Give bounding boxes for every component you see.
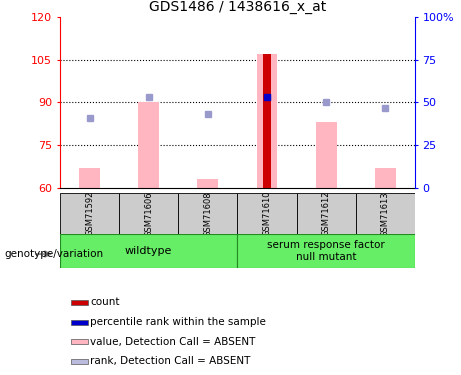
Bar [178,193,237,234]
Text: value, Detection Call = ABSENT: value, Detection Call = ABSENT [90,337,256,347]
Bar [138,102,159,188]
Bar [71,359,88,364]
Bar [79,168,100,188]
Bar [197,179,218,188]
Bar [263,54,271,188]
Text: wildtype: wildtype [125,246,172,256]
Bar [296,193,356,234]
Bar [60,193,119,234]
Text: GSM71606: GSM71606 [144,191,153,237]
Title: GDS1486 / 1438616_x_at: GDS1486 / 1438616_x_at [149,0,326,15]
Bar [71,300,88,305]
Text: GSM71608: GSM71608 [203,191,213,237]
Bar [71,320,88,324]
Bar [237,193,296,234]
Bar [60,234,237,268]
Text: count: count [90,297,120,307]
Bar [119,193,178,234]
Text: GSM71613: GSM71613 [381,191,390,237]
Bar [71,339,88,344]
Bar [375,168,396,188]
Bar [237,234,415,268]
Text: GSM71592: GSM71592 [85,191,94,237]
Text: GSM71610: GSM71610 [262,191,272,237]
Text: GSM71612: GSM71612 [322,191,331,237]
Bar [257,54,278,188]
Text: rank, Detection Call = ABSENT: rank, Detection Call = ABSENT [90,356,251,366]
Text: serum response factor
null mutant: serum response factor null mutant [267,240,385,262]
Text: genotype/variation: genotype/variation [5,249,104,259]
Bar [356,193,415,234]
Text: percentile rank within the sample: percentile rank within the sample [90,317,266,327]
Bar [316,122,337,188]
